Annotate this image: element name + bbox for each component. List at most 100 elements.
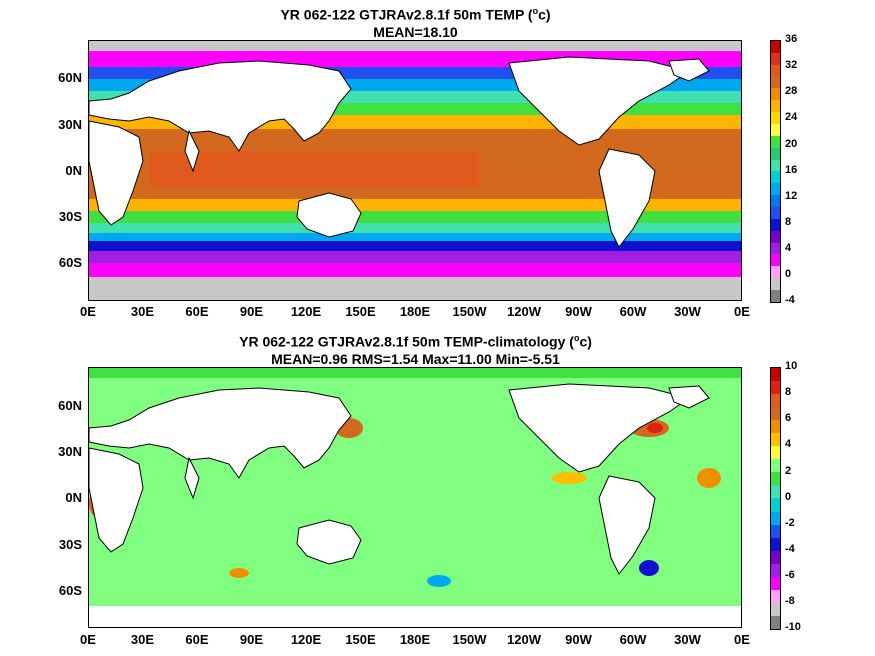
temp-colorbar-swatch-2 — [771, 64, 780, 77]
panel1-title: YR 062-122 GTJRAv2.8.1f 50m TEMP (oc) ME… — [88, 3, 743, 41]
p2-ytick-0: 60N — [58, 398, 82, 413]
p1-xtick-0: 0E — [80, 304, 96, 319]
p2-xtick-5: 150E — [345, 632, 376, 647]
p1-xtick-1: 30E — [130, 304, 155, 319]
temp-cb-label-7: 8 — [785, 216, 792, 228]
p2-xtick-4: 120E — [290, 632, 322, 647]
p1-ytick-2: 0N — [65, 163, 82, 178]
temp-continents — [89, 56, 710, 248]
p1-xtick-7: 150W — [452, 304, 487, 319]
panel2-title-pre: YR 062-122 GTJRAv2.8.1f 50m TEMP-climato… — [239, 333, 574, 350]
p2-xtick-2: 60E — [185, 632, 209, 647]
temp-cb-label-3: 24 — [785, 111, 798, 123]
panel2-title-sup: o — [573, 333, 580, 343]
anom-australia — [296, 519, 362, 565]
p2-ytick-3: 30S — [58, 537, 82, 552]
temp-cb-label-4: 20 — [785, 138, 798, 150]
temp-cb-label-10: -4 — [785, 294, 795, 306]
anomaly-colorbar — [770, 367, 781, 630]
anomaly-colorbar-swatch-19 — [771, 615, 780, 629]
temp-colorbar-swatch-12 — [771, 183, 780, 196]
anomaly-colorbar-swatch-1 — [771, 381, 780, 395]
anom-cb-label-0: 10 — [785, 360, 798, 372]
anom-brazil-malvinas — [639, 560, 659, 576]
p2-ytick-1: 30N — [58, 444, 82, 459]
panel2-title-post: c) — [579, 333, 592, 350]
temp-band-10-s — [89, 233, 741, 243]
temp-colorbar-swatch-1 — [771, 52, 780, 65]
anom-south-pacific — [427, 575, 451, 587]
panel1-title-post: c) — [538, 6, 551, 23]
anomaly-colorbar-swatch-8 — [771, 472, 780, 486]
temp-colorbar-swatch-4 — [771, 88, 780, 101]
temp-band-1-s — [89, 251, 741, 265]
p2-xtick-7: 150W — [452, 632, 487, 647]
p1-xtick-11: 30W — [674, 304, 701, 319]
temp-colorbar-swatch-11 — [771, 171, 780, 184]
temp-colorbar-swatch-3 — [771, 76, 780, 89]
temp-warm-pool — [149, 151, 479, 187]
anom-south-america — [598, 475, 656, 575]
p2-xtick-9: 90W — [565, 632, 592, 647]
p1-ytick-4: 60S — [58, 255, 82, 270]
anom-south-indian — [229, 568, 249, 578]
temp-band-24-s — [89, 199, 741, 213]
anom-cb-label-5: 0 — [785, 491, 792, 503]
temp-colorbar-swatch-7 — [771, 124, 780, 136]
temp-australia — [296, 192, 362, 238]
p1-xtick-8: 120W — [507, 304, 541, 319]
p1-xtick-10: 60W — [619, 304, 647, 319]
anomaly-colorbar-swatch-11 — [771, 511, 780, 525]
temp-band-14-s — [89, 223, 741, 235]
temp-eurasia — [89, 60, 352, 152]
anom-cb-label-10: -10 — [785, 621, 801, 633]
p2-xtick-11: 30W — [674, 632, 701, 647]
anom-gulf-stream-core — [647, 423, 663, 433]
temp-colorbar-swatch-21 — [771, 290, 780, 302]
anomaly-colorbar-swatch-6 — [771, 446, 780, 460]
anom-canary — [697, 468, 721, 488]
temp-band-18-s — [89, 211, 741, 225]
p1-xtick-5: 150E — [345, 304, 376, 319]
anom-cb-label-7: -4 — [785, 543, 795, 555]
anom-antarctica — [89, 606, 741, 627]
temp-colorbar-swatch-20 — [771, 278, 780, 291]
anom-greenland — [668, 385, 710, 409]
anomaly-map-panel — [88, 367, 742, 628]
temp-cb-label-0: 36 — [785, 33, 798, 45]
temp-colorbar-swatch-18 — [771, 254, 780, 267]
p1-ytick-0: 60N — [58, 70, 82, 85]
p2-xtick-0: 0E — [80, 632, 96, 647]
temp-india — [184, 129, 200, 173]
temp-cb-label-8: 4 — [785, 242, 792, 254]
p1-xtick-12: 0E — [734, 304, 750, 319]
temp-colorbar-swatch-17 — [771, 242, 780, 255]
p2-xtick-6: 180E — [399, 632, 431, 647]
panel2-stats-label: MEAN=0.96 RMS=1.54 Max=11.00 Min=-5.51 — [271, 350, 560, 367]
anom-cb-label-1: 8 — [785, 386, 792, 398]
anomaly-colorbar-swatch-16 — [771, 576, 780, 590]
p2-xtick-8: 120W — [507, 632, 541, 647]
p1-xtick-2: 60E — [185, 304, 209, 319]
panel1-title-pre: YR 062-122 GTJRAv2.8.1f 50m TEMP ( — [280, 6, 533, 23]
anomaly-colorbar-swatch-13 — [771, 537, 780, 551]
p2-xtick-1: 30E — [130, 632, 155, 647]
temp-cb-label-5: 16 — [785, 164, 798, 176]
anom-africa — [89, 447, 144, 553]
temp-cb-label-1: 32 — [785, 59, 798, 71]
temp-antarctic-ice — [89, 277, 741, 300]
p1-xtick-4: 120E — [290, 304, 322, 319]
anomaly-colorbar-swatch-4 — [771, 420, 780, 434]
anomaly-colorbar-swatch-17 — [771, 589, 780, 603]
temp-map-svg — [89, 41, 741, 300]
anomaly-colorbar-swatch-0 — [771, 368, 780, 382]
anomaly-colorbar-swatch-10 — [771, 498, 780, 512]
temp-north-america — [508, 56, 691, 146]
temp-colorbar-swatch-14 — [771, 207, 780, 219]
temp-colorbar-swatch-8 — [771, 135, 780, 148]
temp-colorbar-swatch-10 — [771, 159, 780, 172]
anomaly-colorbar-swatch-7 — [771, 459, 780, 473]
p1-ytick-3: 30S — [58, 209, 82, 224]
temp-band-cold-s — [89, 263, 741, 281]
p1-xtick-3: 90E — [239, 304, 264, 319]
